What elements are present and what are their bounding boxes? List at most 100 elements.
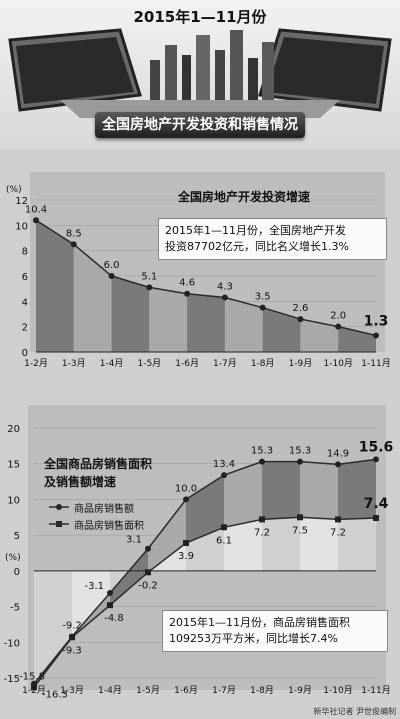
chart1-area-segment bbox=[73, 244, 112, 352]
chart2-sales-area-point bbox=[107, 602, 113, 609]
chart2-sales-amount-label: 15.6 bbox=[359, 439, 394, 455]
legend-label-sales-amount: 商品房销售额 bbox=[74, 503, 134, 515]
chart1-title: 全国房地产开发投资增速 bbox=[178, 190, 311, 204]
chart1-ytick-label: 10 bbox=[15, 221, 28, 232]
chart2-xtick-label: 1-2月 bbox=[22, 685, 46, 696]
chart2-xtick-label: 1-10月 bbox=[323, 685, 352, 696]
chart2-xtick-label: 1-4月 bbox=[98, 685, 122, 696]
chart2-note-line1: 2015年1—11月份，商品房销售面积 bbox=[169, 616, 350, 629]
chart2-sales-amount-point bbox=[221, 472, 227, 479]
chart2-area-between-series bbox=[300, 461, 338, 520]
chart2-sales-area-label: 7.2 bbox=[330, 527, 346, 538]
chart2-sales-amount-point bbox=[373, 456, 379, 463]
chart2-sales-area-label: 7.4 bbox=[364, 496, 389, 512]
chart2-area-between-series bbox=[186, 475, 224, 543]
chart2-sales-area-point bbox=[259, 516, 265, 523]
chart1-xtick-label: 1-5月 bbox=[137, 358, 161, 369]
chart2-sales-amount-label: 13.4 bbox=[213, 459, 235, 470]
chart1-note-line1: 2015年1—11月份，全国房地产开发 bbox=[165, 224, 346, 237]
legend-item-sales-amount: 商品房销售额 bbox=[48, 500, 144, 515]
chart1-point bbox=[259, 304, 266, 311]
chart1-data-label: 3.5 bbox=[255, 292, 271, 303]
chart2-area-area-series bbox=[300, 517, 338, 571]
chart2-ylabel: (%) bbox=[5, 553, 21, 563]
chart2-sales-area-label: 3.9 bbox=[178, 551, 194, 562]
chart1-area-segment bbox=[36, 220, 74, 352]
chart2-sales-area-point bbox=[183, 540, 189, 546]
chart1-data-label: 4.6 bbox=[179, 278, 195, 289]
chart1-xtick-label: 1-6月 bbox=[175, 358, 199, 369]
chart2-sales-area-label: 7.2 bbox=[254, 527, 270, 538]
chart2-sales-amount-label: 10.0 bbox=[175, 483, 197, 494]
chart1-data-label: 2.0 bbox=[330, 311, 346, 322]
chart2-sales-amount-point bbox=[335, 461, 341, 468]
chart2-area-area-series bbox=[338, 518, 376, 571]
chart1-xtick-label: 1-2月 bbox=[24, 358, 48, 369]
chart2-xtick-label: 1-6月 bbox=[174, 685, 198, 696]
chart1-xtick-label: 1-7月 bbox=[213, 358, 237, 369]
chart2-area-area-series bbox=[224, 519, 262, 571]
chart1-xtick-label: 1-3月 bbox=[62, 358, 86, 369]
chart2-sales-amount-point bbox=[297, 458, 303, 465]
chart1-point bbox=[335, 323, 342, 330]
chart2-sales-area-point bbox=[31, 684, 37, 691]
chart1-xtick-label: 1-10月 bbox=[324, 358, 353, 369]
chart2-area-between-series bbox=[148, 499, 186, 573]
chart2-area-between-series bbox=[110, 548, 148, 606]
chart2-sales-area-point bbox=[373, 515, 379, 521]
chart1-series-line bbox=[35, 219, 377, 337]
chart2-area-area-series bbox=[186, 527, 224, 571]
chart1-xtick-label: 1-9月 bbox=[289, 358, 313, 369]
chart1-point bbox=[297, 316, 304, 323]
chart2-area-area-series bbox=[72, 570, 110, 638]
chart2-sales-area-label: -4.8 bbox=[104, 613, 124, 624]
chart2-xtick-label: 1-11月 bbox=[361, 685, 390, 696]
chart2-sales-amount-point bbox=[259, 458, 265, 465]
chart1-ytick-label: 0 bbox=[22, 348, 28, 359]
chart2-ytick-label: 5 bbox=[14, 531, 20, 542]
chart2-title: 全国商品房销售面积 及销售额增速 bbox=[44, 455, 152, 491]
chart2-xtick-label: 1-5月 bbox=[136, 685, 160, 696]
chart1-point bbox=[373, 332, 379, 339]
chart2-sales-area-label: -0.2 bbox=[138, 580, 158, 591]
chart1-data-label: 1.3 bbox=[364, 314, 389, 330]
chart2-sales-area-label: -16.3 bbox=[42, 689, 68, 700]
chart1-ytick-label: 4 bbox=[22, 297, 28, 308]
chart2-sales-amount-point bbox=[183, 496, 189, 503]
chart1-data-label: 8.5 bbox=[66, 228, 82, 239]
footer-credit: 新华社记者 尹世俊编制 bbox=[313, 707, 396, 716]
chart2-xtick-label: 1-3月 bbox=[60, 685, 84, 696]
chart2-xtick-label: 1-9月 bbox=[288, 685, 312, 696]
chart2-sales-amount-label: 15.3 bbox=[289, 446, 311, 457]
chart1-xtick-label: 1-4月 bbox=[100, 358, 124, 369]
chart2-sales-amount-label: -9.2 bbox=[62, 621, 82, 632]
chart1-xtick-label: 1-8月 bbox=[251, 358, 275, 369]
chart2-legend: 商品房销售额 商品房销售面积 bbox=[48, 500, 144, 532]
chart1-ytick-label: 8 bbox=[22, 247, 28, 258]
chart2-ytick-label: -10 bbox=[4, 638, 20, 649]
chart1-area-segment bbox=[262, 307, 301, 352]
chart2-sales-area-label: 7.5 bbox=[292, 525, 308, 536]
chart1-data-label: 6.0 bbox=[104, 260, 120, 271]
chart2-title-line1: 全国商品房销售面积 bbox=[44, 457, 153, 471]
chart1-area-segment bbox=[111, 276, 150, 352]
chart2-sales-amount-label: 3.1 bbox=[126, 535, 142, 546]
chart2-area-between-series bbox=[262, 461, 300, 520]
legend-item-sales-area: 商品房销售面积 bbox=[48, 517, 144, 532]
chart1-area-segment bbox=[338, 326, 376, 352]
chart2-sales-amount-label: 15.3 bbox=[251, 446, 273, 457]
chart2-xtick-label: 1-7月 bbox=[212, 685, 236, 696]
chart1-ytick-label: 12 bbox=[15, 196, 28, 207]
chart2-area-between-series bbox=[224, 461, 262, 528]
chart2-area-area-series bbox=[262, 517, 300, 571]
chart2-sales-area-line bbox=[33, 516, 377, 688]
chart1-data-label: 5.1 bbox=[141, 271, 157, 282]
chart1-data-label: 2.6 bbox=[292, 303, 308, 314]
page-title: 2015年1—11月份 bbox=[133, 8, 267, 26]
chart2-ytick-label: -15 bbox=[4, 674, 20, 685]
chart1-data-label: 4.3 bbox=[217, 282, 233, 293]
chart1-note-line2: 投资87702亿元，同比名义增长1.3% bbox=[165, 240, 349, 253]
chart1-area-segment bbox=[187, 293, 225, 352]
chart1-point bbox=[221, 294, 228, 301]
chart2-sales-area-label: 6.1 bbox=[216, 535, 232, 546]
